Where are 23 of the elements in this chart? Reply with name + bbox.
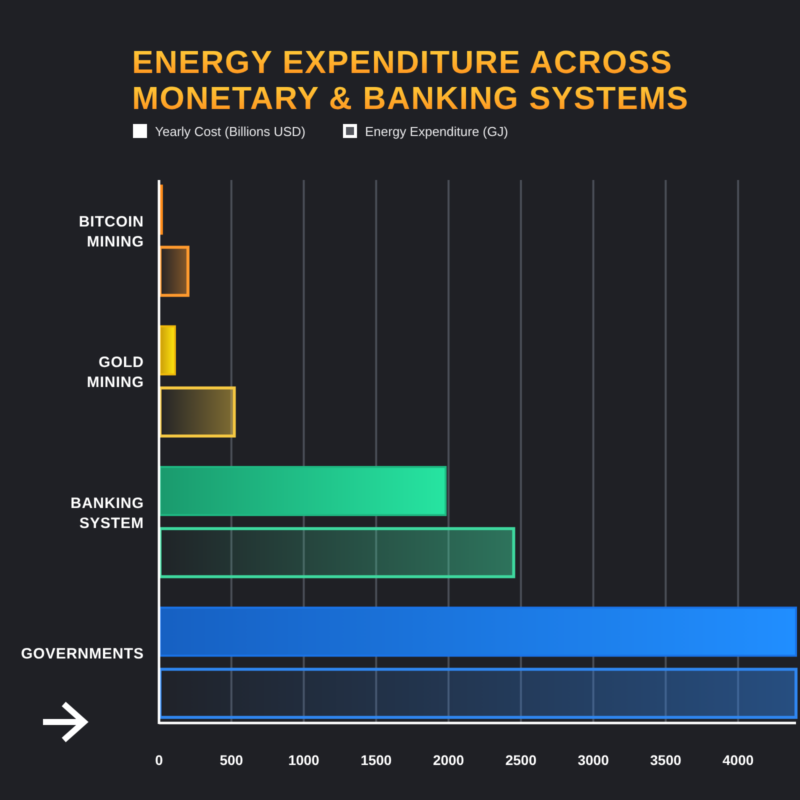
bar: [158, 668, 798, 719]
legend-label: Energy Expenditure (GJ): [365, 124, 508, 139]
x-tick-label: 1000: [288, 752, 320, 768]
bar: [158, 527, 516, 578]
x-tick-label: 1500: [360, 752, 392, 768]
bar: [159, 466, 447, 516]
x-tick-label: 2500: [505, 752, 537, 768]
x-tick-label: 3000: [578, 752, 610, 768]
y-tick-label: GOLD MINING: [86, 354, 144, 392]
bar: [159, 325, 176, 376]
bar: [159, 606, 797, 657]
x-tick-label: 3500: [650, 752, 682, 768]
x-tick-label: 500: [220, 752, 244, 768]
bar: [158, 386, 236, 438]
chart-title: ENERGY EXPENDITURE ACROSS MONETARY & BANKING SYSTEMS: [132, 44, 689, 116]
x-tick-label: 4000: [722, 752, 754, 768]
bar: [158, 246, 190, 297]
x-tick-label: 2000: [432, 752, 464, 768]
x-tick-label: 0: [155, 752, 164, 768]
y-tick-label: GOVERNMENTS: [20, 646, 144, 663]
y-tick-label: BANKING SYSTEM: [70, 494, 144, 532]
legend-label: Yearly Cost (Billions USD): [155, 124, 306, 139]
y-tick-label: BITCOIN MINING: [78, 213, 144, 250]
